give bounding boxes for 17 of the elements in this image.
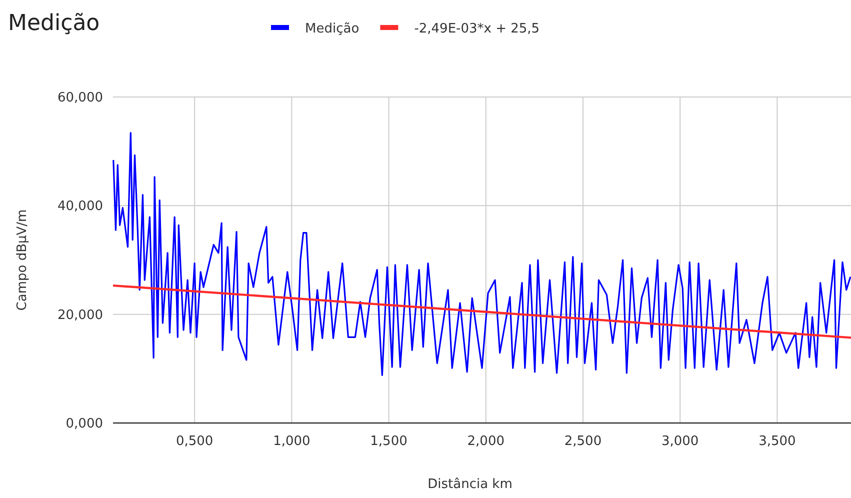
y-tick-label: 60,000 (58, 90, 103, 106)
line-series (112, 132, 851, 376)
x-tick-label: 1,000 (273, 434, 310, 449)
y-tick-label: 20,000 (58, 308, 103, 323)
y-axis-title: Campo dBµV/m (15, 209, 30, 311)
x-tick-label: 2,500 (564, 434, 602, 449)
x-tick-label: 2,000 (467, 434, 504, 449)
chart-title: Medição (8, 11, 100, 36)
x-axis-title: Distância km (428, 477, 512, 492)
x-tick-label: 0,500 (176, 434, 214, 449)
y-tick-label: 0,000 (66, 416, 103, 432)
legend-label: -2,49E-03*x + 25,5 (414, 22, 540, 37)
legend-label: Medição (305, 22, 360, 37)
x-tick-label: 3,500 (758, 434, 796, 449)
x-tick-label: 1,500 (370, 434, 408, 449)
y-tick-label: 40,000 (58, 199, 103, 214)
x-tick-label: 3,000 (661, 434, 699, 449)
